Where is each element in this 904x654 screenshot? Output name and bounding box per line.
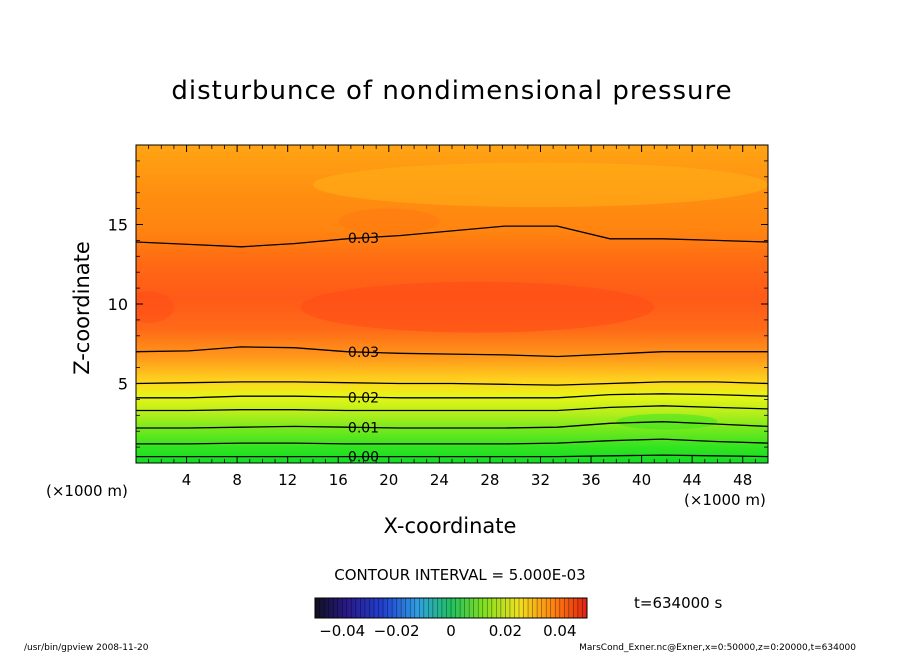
x-unit-label: (×1000 m) xyxy=(684,491,766,509)
colorbar-tick-label-2: 0 xyxy=(446,622,456,640)
x-tick-label-2: 12 xyxy=(278,471,297,489)
contour-label-7: 0.03 xyxy=(348,231,379,247)
colorbar-tick-label-1: −0.02 xyxy=(374,622,420,640)
x-tick-label-11: 48 xyxy=(733,471,752,489)
field-band-2 xyxy=(312,162,768,208)
x-tick-label-1: 8 xyxy=(232,471,242,489)
field-band-3 xyxy=(338,208,440,235)
colorbar-frame xyxy=(314,597,588,619)
x-tick-label-6: 28 xyxy=(480,471,499,489)
contour-line-5 xyxy=(136,381,768,386)
x-tick-label-0: 4 xyxy=(182,471,192,489)
contour-label-0: 0.00 xyxy=(348,450,379,466)
y-axis: 5 10 15 xyxy=(108,160,768,448)
contour-line-6 xyxy=(136,346,768,358)
x-tick-label-10: 44 xyxy=(683,471,702,489)
plot-area: 0.000.010.020.030.03 4 8 12 16 20 24 28 32 36 40 4… xyxy=(108,144,769,489)
contour-line-7 xyxy=(136,225,768,248)
field-band-1 xyxy=(136,291,174,324)
y-axis-label: Z-coordinate xyxy=(70,241,94,375)
contour-line-2 xyxy=(136,421,768,429)
contour-label-4: 0.02 xyxy=(348,390,379,406)
x-tick-label-7: 32 xyxy=(531,471,550,489)
z-unit-label: (×1000 m) xyxy=(46,482,128,500)
x-tick-label-4: 20 xyxy=(379,471,398,489)
contour-line-3 xyxy=(136,405,768,412)
x-tick-label-9: 40 xyxy=(632,471,651,489)
x-axis: 4 8 12 16 20 24 28 32 36 40 44 48 xyxy=(148,145,756,489)
y-tick-label-1: 10 xyxy=(108,295,128,314)
x-axis-label: X-coordinate xyxy=(383,514,517,538)
contour-line-0 xyxy=(136,454,768,458)
footer-command: /usr/bin/gpview 2008-11-20 xyxy=(24,643,149,653)
time-label: t=634000 s xyxy=(634,594,723,612)
y-tick-label-0: 5 xyxy=(118,375,128,394)
field-band-0 xyxy=(300,281,655,333)
footer-source: MarsCond_Exner.nc@Exner,x=0:50000,z=0:20… xyxy=(579,643,856,653)
field-bands xyxy=(136,162,768,430)
contour-line-4 xyxy=(136,393,768,399)
contour-line-1 xyxy=(136,438,768,445)
x-tick-label-5: 24 xyxy=(430,471,449,489)
contour-interval: CONTOUR INTERVAL = 5.000E-03 xyxy=(334,566,586,584)
y-tick-label-2: 15 xyxy=(108,216,128,235)
contour-lines xyxy=(136,225,768,458)
contour-label-6: 0.03 xyxy=(348,345,379,361)
chart-title: disturbunce of nondimensional pressure xyxy=(171,76,733,106)
colorbar: −0.04 −0.02 0 0.02 0.04 xyxy=(314,597,588,640)
colorbar-ticks: −0.04 −0.02 0 0.02 0.04 xyxy=(319,622,576,640)
contour-label-2: 0.01 xyxy=(348,420,379,436)
colorbar-tick-label-4: 0.04 xyxy=(543,622,576,640)
colorbar-tick-label-0: −0.04 xyxy=(319,622,365,640)
colorbar-stripes xyxy=(319,598,583,618)
x-tick-label-3: 16 xyxy=(329,471,348,489)
colorbar-tick-label-3: 0.02 xyxy=(489,622,522,640)
x-tick-label-8: 36 xyxy=(581,471,600,489)
contour-labels: 0.00 0.01 0.02 0.03 0.03 xyxy=(348,231,379,466)
